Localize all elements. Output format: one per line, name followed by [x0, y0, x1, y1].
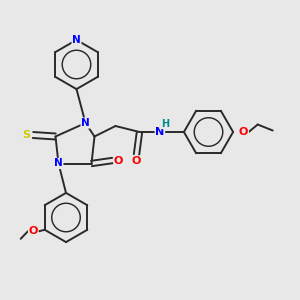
Text: O: O	[239, 127, 248, 137]
Text: O: O	[28, 226, 38, 236]
Text: N: N	[72, 35, 81, 45]
Text: N: N	[81, 118, 90, 128]
Text: O: O	[114, 155, 123, 166]
Text: O: O	[132, 156, 141, 166]
Text: N: N	[54, 158, 63, 169]
Text: S: S	[22, 130, 30, 140]
Text: H: H	[160, 118, 169, 129]
Text: N: N	[155, 127, 164, 137]
